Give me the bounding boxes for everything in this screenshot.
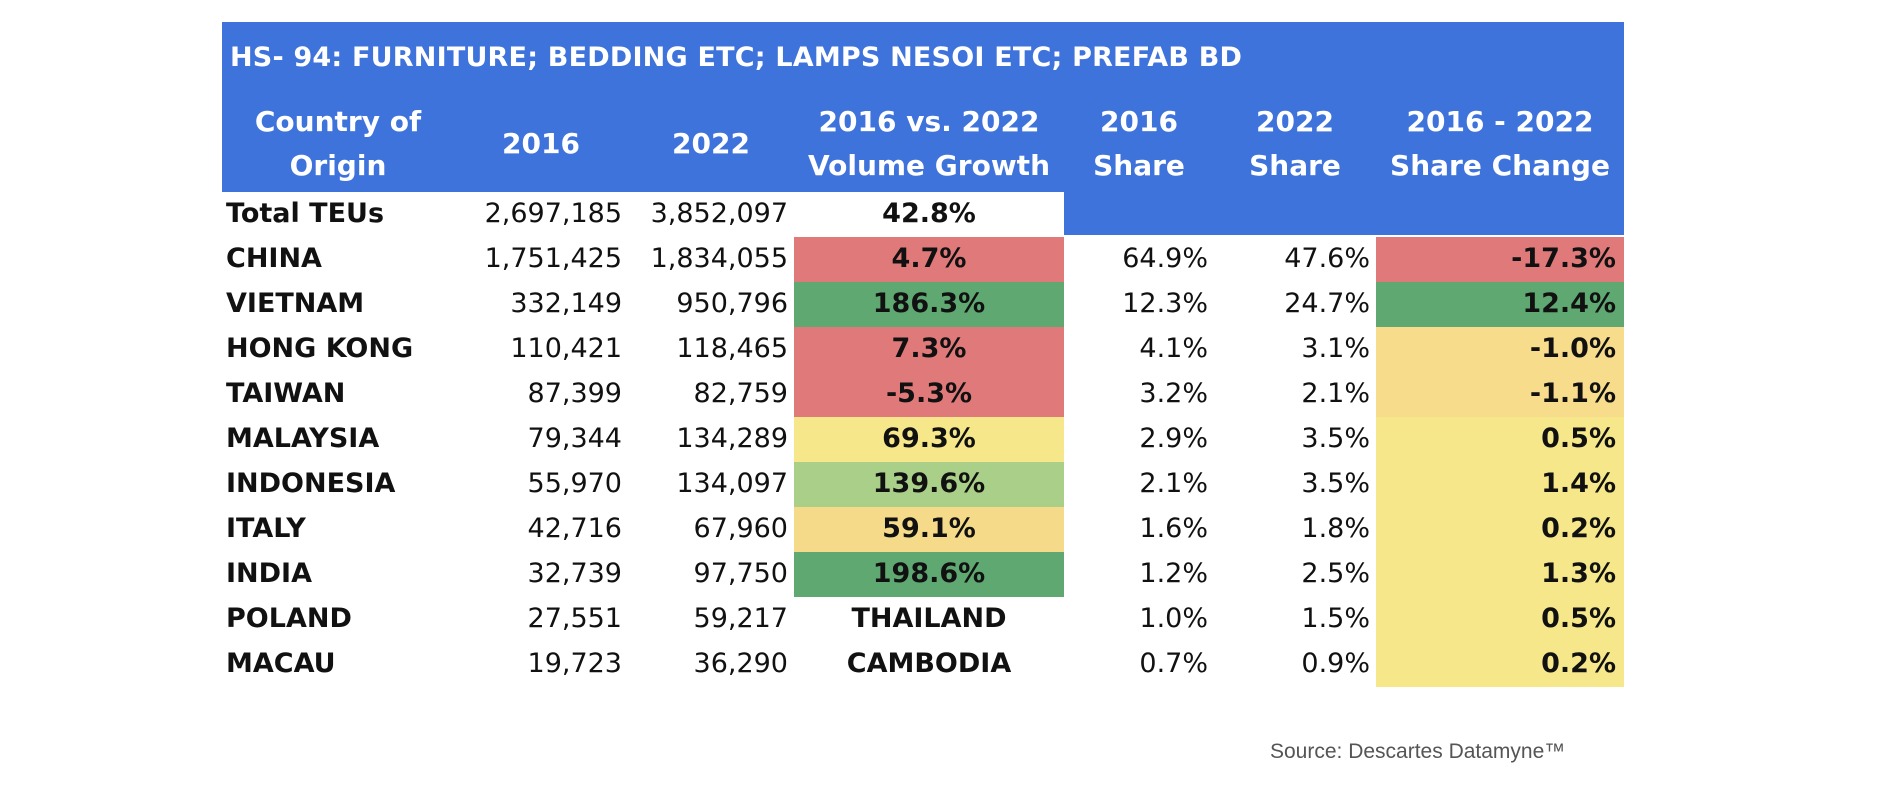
row-2016-teus: 332,149 bbox=[510, 288, 622, 319]
column-header-3: 2016 vs. 2022 Volume Growth bbox=[794, 100, 1064, 188]
row-2016-teus: 110,421 bbox=[510, 333, 622, 364]
row-share-change: 0.2% bbox=[1376, 642, 1624, 687]
row-country: TAIWAN bbox=[226, 378, 346, 409]
row-volume-growth: 69.3% bbox=[794, 417, 1064, 462]
row-2016-teus: 55,970 bbox=[527, 468, 622, 499]
column-header-line: Volume Growth bbox=[807, 149, 1051, 182]
column-header-5: 2022 Share bbox=[1214, 100, 1376, 188]
row-2022-share: 1.8% bbox=[1301, 513, 1370, 544]
row-2022-share: 3.5% bbox=[1301, 423, 1370, 454]
row-country: HONG KONG bbox=[226, 333, 414, 364]
row-country: CHINA bbox=[226, 243, 322, 274]
row-2022-teus: 1,834,055 bbox=[650, 243, 788, 274]
row-volume-growth: 198.6% bbox=[794, 552, 1064, 597]
row-2016-share: 64.9% bbox=[1122, 243, 1208, 274]
row-share-change: -17.3% bbox=[1376, 237, 1624, 282]
row-country: MALAYSIA bbox=[226, 423, 380, 454]
row-2016-teus: 79,344 bbox=[527, 423, 622, 454]
column-header-2: 2022 bbox=[628, 122, 794, 166]
column-header-line: 2016 bbox=[1100, 105, 1178, 138]
row-volume-growth: 4.7% bbox=[794, 237, 1064, 282]
row-2016-teus: 42,716 bbox=[527, 513, 622, 544]
row-volume-growth: 186.3% bbox=[794, 282, 1064, 327]
row-volume-growth: -5.3% bbox=[794, 372, 1064, 417]
row-2022-teus: 82,759 bbox=[693, 378, 788, 409]
row-2016-teus: 27,551 bbox=[527, 603, 622, 634]
row-share-change: 0.2% bbox=[1376, 507, 1624, 552]
row-2022-teus: 67,960 bbox=[693, 513, 788, 544]
column-header-6: 2016 - 2022 Share Change bbox=[1376, 100, 1624, 188]
total-2022: 3,852,097 bbox=[650, 198, 788, 229]
row-share-change: 12.4% bbox=[1376, 282, 1624, 327]
column-header-line: 2016 vs. 2022 bbox=[818, 105, 1040, 138]
row-2022-share: 2.1% bbox=[1301, 378, 1370, 409]
column-header-line: 2022 bbox=[1256, 105, 1334, 138]
row-country: VIETNAM bbox=[226, 288, 365, 319]
row-2016-share: 1.2% bbox=[1139, 558, 1208, 589]
row-country: ITALY bbox=[226, 513, 306, 544]
column-header-1: 2016 bbox=[454, 122, 628, 166]
row-country: POLAND bbox=[226, 603, 352, 634]
row-2022-share: 2.5% bbox=[1301, 558, 1370, 589]
row-2016-share: 0.7% bbox=[1139, 648, 1208, 679]
total-growth: 42.8% bbox=[882, 198, 976, 229]
row-2022-share: 47.6% bbox=[1284, 243, 1370, 274]
row-share-change: -1.0% bbox=[1376, 327, 1624, 372]
row-share-change: 0.5% bbox=[1376, 597, 1624, 642]
row-2022-teus: 36,290 bbox=[693, 648, 788, 679]
row-2022-teus: 59,217 bbox=[693, 603, 788, 634]
column-header-line: 2016 bbox=[502, 127, 580, 160]
row-volume-growth: 59.1% bbox=[794, 507, 1064, 552]
row-2022-share: 1.5% bbox=[1301, 603, 1370, 634]
row-2022-share: 24.7% bbox=[1284, 288, 1370, 319]
row-2016-teus: 1,751,425 bbox=[484, 243, 622, 274]
row-2016-teus: 19,723 bbox=[527, 648, 622, 679]
row-share-change: 1.4% bbox=[1376, 462, 1624, 507]
row-2016-share: 12.3% bbox=[1122, 288, 1208, 319]
row-volume-growth: THAILAND bbox=[851, 603, 1007, 634]
row-2016-share: 1.0% bbox=[1139, 603, 1208, 634]
row-2022-teus: 950,796 bbox=[676, 288, 788, 319]
row-2022-teus: 118,465 bbox=[676, 333, 788, 364]
row-2022-share: 3.5% bbox=[1301, 468, 1370, 499]
row-2022-share: 0.9% bbox=[1301, 648, 1370, 679]
row-country: INDIA bbox=[226, 558, 312, 589]
column-header-line: Country of bbox=[254, 105, 422, 138]
column-header-line: Share bbox=[1249, 149, 1341, 182]
header-notch bbox=[222, 192, 1064, 235]
row-country: MACAU bbox=[226, 648, 336, 679]
column-header-0: Country of Origin bbox=[222, 100, 454, 188]
row-share-change: 1.3% bbox=[1376, 552, 1624, 597]
total-row-label: Total TEUs bbox=[226, 198, 385, 229]
row-volume-growth: 139.6% bbox=[794, 462, 1064, 507]
row-share-change: -1.1% bbox=[1376, 372, 1624, 417]
row-2016-teus: 32,739 bbox=[527, 558, 622, 589]
row-2022-teus: 97,750 bbox=[693, 558, 788, 589]
column-header-line: Origin bbox=[289, 149, 387, 182]
total-2016: 2,697,185 bbox=[484, 198, 622, 229]
column-header-line: 2022 bbox=[672, 127, 750, 160]
row-2016-share: 3.2% bbox=[1139, 378, 1208, 409]
column-header-4: 2016 Share bbox=[1064, 100, 1214, 188]
row-2016-teus: 87,399 bbox=[527, 378, 622, 409]
row-2016-share: 1.6% bbox=[1139, 513, 1208, 544]
row-share-change: 0.5% bbox=[1376, 417, 1624, 462]
row-country: INDONESIA bbox=[226, 468, 396, 499]
row-2022-teus: 134,289 bbox=[676, 423, 788, 454]
row-volume-growth: CAMBODIA bbox=[846, 648, 1012, 679]
row-2016-share: 4.1% bbox=[1139, 333, 1208, 364]
row-2022-share: 3.1% bbox=[1301, 333, 1370, 364]
row-2016-share: 2.1% bbox=[1139, 468, 1208, 499]
column-header-line: 2016 - 2022 bbox=[1406, 105, 1594, 138]
table-title: HS- 94: FURNITURE; BEDDING ETC; LAMPS NE… bbox=[230, 42, 1243, 73]
source-note: Source: Descartes Datamyne™ bbox=[1270, 740, 1566, 763]
column-header-line: Share bbox=[1093, 149, 1185, 182]
row-volume-growth: 7.3% bbox=[794, 327, 1064, 372]
row-2022-teus: 134,097 bbox=[676, 468, 788, 499]
column-header-line: Share Change bbox=[1390, 149, 1610, 182]
row-2016-share: 2.9% bbox=[1139, 423, 1208, 454]
